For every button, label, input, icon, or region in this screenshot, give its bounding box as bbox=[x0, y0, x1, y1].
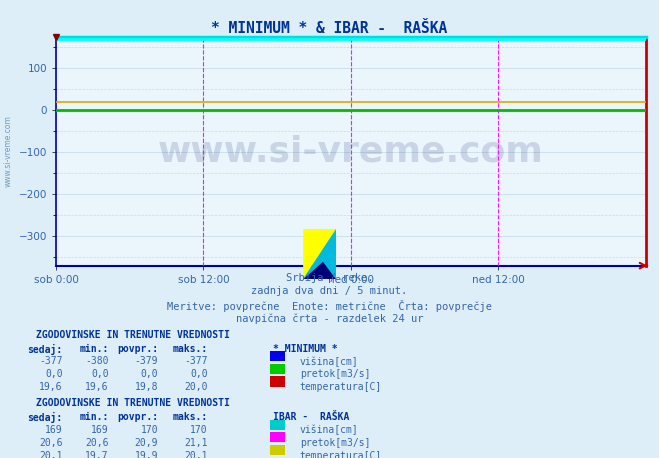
Text: 19,8: 19,8 bbox=[134, 382, 158, 392]
Text: -377: -377 bbox=[39, 356, 63, 366]
Text: temperatura[C]: temperatura[C] bbox=[300, 382, 382, 392]
Text: navpična črta - razdelek 24 ur: navpična črta - razdelek 24 ur bbox=[236, 314, 423, 324]
Text: 20,6: 20,6 bbox=[39, 438, 63, 448]
Text: sedaj:: sedaj: bbox=[28, 344, 63, 354]
Text: 19,6: 19,6 bbox=[85, 382, 109, 392]
Text: www.si-vreme.com: www.si-vreme.com bbox=[3, 115, 13, 187]
Polygon shape bbox=[303, 229, 336, 279]
Text: 19,7: 19,7 bbox=[85, 451, 109, 458]
Text: -380: -380 bbox=[85, 356, 109, 366]
Text: maks.:: maks.: bbox=[173, 412, 208, 422]
Text: 20,1: 20,1 bbox=[39, 451, 63, 458]
Text: sedaj:: sedaj: bbox=[28, 412, 63, 423]
Text: min.:: min.: bbox=[79, 412, 109, 422]
Text: 0,0: 0,0 bbox=[140, 369, 158, 379]
Text: ZGODOVINSKE IN TRENUTNE VREDNOSTI: ZGODOVINSKE IN TRENUTNE VREDNOSTI bbox=[36, 330, 230, 340]
Text: 20,1: 20,1 bbox=[184, 451, 208, 458]
Text: pretok[m3/s]: pretok[m3/s] bbox=[300, 438, 370, 448]
Text: maks.:: maks.: bbox=[173, 344, 208, 354]
Text: -377: -377 bbox=[184, 356, 208, 366]
Text: povpr.:: povpr.: bbox=[117, 412, 158, 422]
Text: 19,6: 19,6 bbox=[39, 382, 63, 392]
Polygon shape bbox=[303, 262, 336, 279]
Text: pretok[m3/s]: pretok[m3/s] bbox=[300, 369, 370, 379]
Text: zadnja dva dni / 5 minut.: zadnja dva dni / 5 minut. bbox=[251, 286, 408, 296]
Text: 20,9: 20,9 bbox=[134, 438, 158, 448]
Text: 20,6: 20,6 bbox=[85, 438, 109, 448]
Text: 21,1: 21,1 bbox=[184, 438, 208, 448]
Text: ZGODOVINSKE IN TRENUTNE VREDNOSTI: ZGODOVINSKE IN TRENUTNE VREDNOSTI bbox=[36, 398, 230, 409]
Text: 0,0: 0,0 bbox=[190, 369, 208, 379]
Text: 169: 169 bbox=[91, 425, 109, 435]
Text: 170: 170 bbox=[190, 425, 208, 435]
Text: 0,0: 0,0 bbox=[91, 369, 109, 379]
Text: Srbija / reke.: Srbija / reke. bbox=[286, 273, 373, 283]
Text: Meritve: povprečne  Enote: metrične  Črta: povprečje: Meritve: povprečne Enote: metrične Črta:… bbox=[167, 300, 492, 312]
Text: višina[cm]: višina[cm] bbox=[300, 356, 358, 367]
Text: 20,0: 20,0 bbox=[184, 382, 208, 392]
Text: IBAR -  RAŠKA: IBAR - RAŠKA bbox=[273, 412, 350, 422]
Polygon shape bbox=[303, 229, 336, 279]
Text: povpr.:: povpr.: bbox=[117, 344, 158, 354]
Text: 169: 169 bbox=[45, 425, 63, 435]
Text: * MINIMUM *: * MINIMUM * bbox=[273, 344, 338, 354]
Text: 170: 170 bbox=[140, 425, 158, 435]
Text: 0,0: 0,0 bbox=[45, 369, 63, 379]
Text: www.si-vreme.com: www.si-vreme.com bbox=[158, 134, 544, 168]
Text: 19,9: 19,9 bbox=[134, 451, 158, 458]
Text: temperatura[C]: temperatura[C] bbox=[300, 451, 382, 458]
Text: -379: -379 bbox=[134, 356, 158, 366]
Text: min.:: min.: bbox=[79, 344, 109, 354]
Text: * MINIMUM * & IBAR -  RAŠKA: * MINIMUM * & IBAR - RAŠKA bbox=[212, 21, 447, 36]
Text: višina[cm]: višina[cm] bbox=[300, 425, 358, 436]
